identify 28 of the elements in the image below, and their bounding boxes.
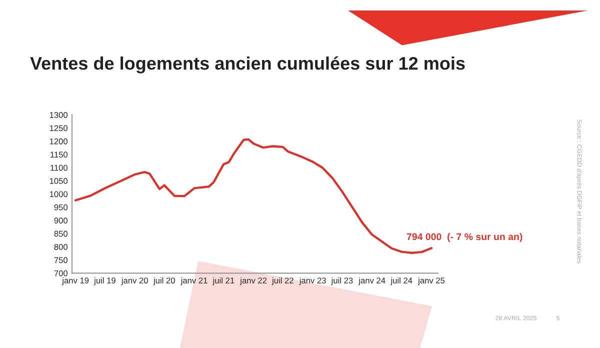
- y-tick-label: 750: [54, 257, 68, 264]
- y-tick-label: 1150: [50, 152, 68, 158]
- y-tick-label: 1250: [50, 125, 68, 132]
- annotation: 794 000 (- 7 % sur un an): [406, 232, 522, 242]
- y-tick-label: 900: [54, 218, 68, 224]
- y-tick-label: 1100: [50, 164, 68, 171]
- x-tick-label: janv 25: [418, 277, 445, 286]
- y-tick-label: 1000: [50, 191, 68, 198]
- x-tick-label: janv 22: [240, 277, 267, 286]
- x-tick-label: janv 21: [180, 277, 208, 286]
- x-tick-label: juil 19: [94, 277, 116, 286]
- y-tick-label: 1200: [50, 138, 68, 144]
- x-tick-label: juil 21: [212, 277, 234, 286]
- y-tick-label: 800: [54, 244, 68, 250]
- x-tick-label: juil 23: [331, 277, 353, 286]
- y-tick-label: 950: [54, 204, 68, 210]
- x-tick-label: janv 24: [358, 277, 386, 286]
- x-tick-label: janv 19: [62, 277, 89, 286]
- y-tick-label: 1050: [50, 178, 68, 184]
- x-tick-label: juil 20: [153, 277, 175, 286]
- x-tick-label: janv 20: [121, 277, 148, 286]
- y-tick-label: 850: [54, 230, 68, 237]
- x-tick-label: juil 22: [272, 277, 294, 286]
- y-tick-label: 1300: [50, 112, 68, 118]
- y-tick-label: 700: [54, 270, 68, 276]
- x-tick-label: juil 24: [390, 277, 412, 286]
- chart-title: Ventes de logements ancien cumulées sur 12 mois: [30, 56, 465, 74]
- x-tick-label: janv 23: [299, 277, 326, 286]
